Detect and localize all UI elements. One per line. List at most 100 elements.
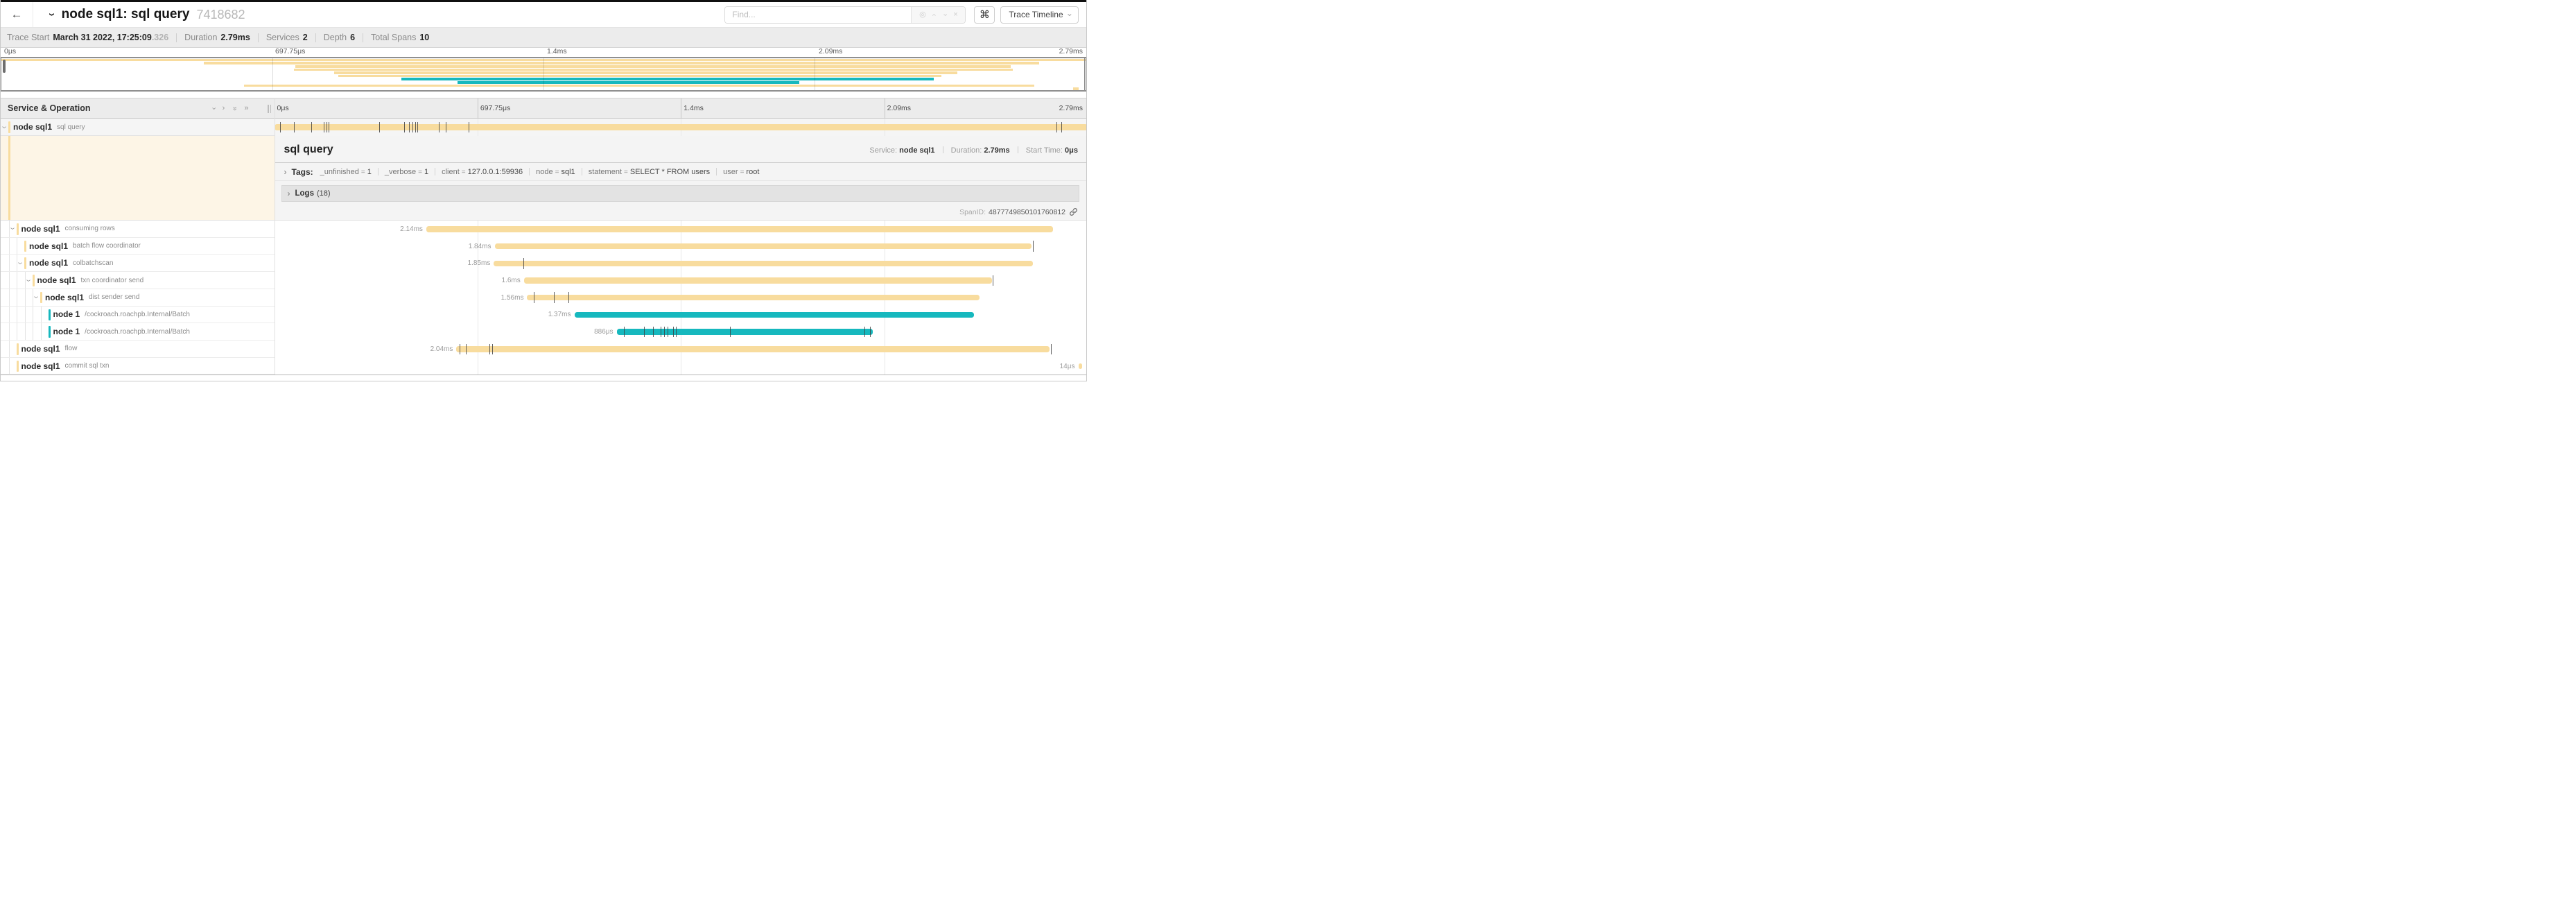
span-collapse-icon[interactable]: ›: [31, 296, 42, 299]
expand-one-icon[interactable]: ›: [222, 104, 225, 112]
trace-id: 7418682: [196, 7, 245, 22]
log-marker: [554, 292, 555, 303]
span-tree-row[interactable]: node sql1 batch flow coordinator: [1, 237, 275, 255]
collapse-one-icon[interactable]: ›: [209, 107, 218, 110]
trace-minimap[interactable]: [1, 57, 1086, 92]
find-input[interactable]: [725, 6, 912, 23]
span-tree-row[interactable]: › node sql1 colbatchscan: [1, 255, 275, 273]
log-marker: [676, 326, 677, 338]
prev-result-icon[interactable]: ›: [930, 13, 939, 16]
axis-tick-label: 2.09ms: [819, 47, 843, 55]
viewport-scrubber-right[interactable]: [1084, 58, 1085, 90]
span-bar[interactable]: [616, 329, 873, 335]
tag-key: client: [442, 167, 460, 176]
find-controls: ◎ › › ×: [911, 6, 966, 23]
trace-collapse-icon[interactable]: ›: [46, 12, 60, 17]
span-bar[interactable]: [274, 124, 1086, 130]
tree-controls: › › » »: [209, 98, 249, 119]
start-time-value: 0μs: [1065, 146, 1078, 155]
timeline-ruler: 0μs 697.75μs 1.4ms 2.09ms 2.79ms: [275, 98, 1087, 119]
span-service-name: node sql1: [21, 223, 60, 234]
span-collapse-icon[interactable]: ›: [7, 227, 17, 230]
tag-key: statement: [588, 167, 622, 176]
span-duration-label: 14μs: [1059, 362, 1075, 370]
indent-guide: [8, 255, 10, 272]
viewport-scrubber-left[interactable]: [3, 60, 6, 73]
next-result-icon[interactable]: ›: [941, 13, 950, 16]
span-operation-name: /cockroach.roachpb.Internal/Batch: [85, 310, 190, 318]
span-id-row: SpanID: 4877749850101760812: [275, 207, 1087, 216]
start-time-label: Start Time:: [1025, 146, 1063, 155]
span-color-bar: [16, 360, 19, 372]
stat-value: 6: [350, 33, 356, 42]
span-tree-row[interactable]: › node sql1 consuming rows: [1, 221, 275, 238]
tag-divider: [716, 168, 717, 175]
span-tree-row[interactable]: node 1/cockroach.roachpb.Internal/Batch: [1, 323, 275, 341]
span-bar[interactable]: [426, 226, 1053, 232]
span-duration-label: 2.04ms: [430, 345, 453, 353]
duration-label: Duration:: [950, 146, 982, 155]
indent-guide: [24, 323, 26, 341]
span-bar[interactable]: [494, 243, 1032, 250]
span-duration-label: 1.37ms: [548, 311, 571, 319]
span-bar[interactable]: [527, 294, 980, 301]
axis-tick-label: 1.4ms: [547, 47, 567, 55]
log-marker: [653, 326, 654, 338]
span-bar[interactable]: [574, 311, 974, 318]
trace-timeline-dropdown[interactable]: Trace Timeline ›: [1000, 6, 1079, 24]
indent-guide: [8, 237, 10, 255]
expand-all-icon[interactable]: »: [244, 104, 249, 112]
minimap-span-bar: [458, 81, 800, 84]
axis-tick-label: 697.75μs: [275, 47, 306, 55]
keyboard-shortcuts-button[interactable]: ⌘: [974, 6, 995, 24]
span-tree-row[interactable]: › node sql1 sql query: [1, 119, 275, 136]
tag-equals: =: [461, 168, 466, 176]
chevron-down-icon: ›: [1064, 13, 1074, 16]
stat-value-suffix: .326: [151, 33, 169, 42]
tag-value: 1: [367, 167, 372, 176]
span-collapse-icon[interactable]: ›: [15, 261, 26, 264]
span-detail-meta: Service: node sql1 Duration: 2.79ms Star…: [869, 146, 1078, 155]
span-bar[interactable]: [523, 277, 992, 284]
tags-expander[interactable]: › Tags: _unfinished = 1 _verbose = 1 client = 12…: [274, 163, 1086, 181]
back-button[interactable]: ←: [1, 2, 33, 27]
span-bar[interactable]: [494, 260, 1034, 267]
log-marker: [672, 326, 674, 338]
collapse-all-icon[interactable]: »: [230, 106, 239, 111]
stat-value: 2.79ms: [220, 33, 250, 42]
stats-divider: [176, 33, 177, 42]
logs-expander[interactable]: › Logs (18): [281, 185, 1079, 202]
span-tree-row[interactable]: node sql1 flow: [1, 341, 275, 358]
chevron-right-icon: ›: [284, 166, 287, 177]
span-service-name: node sql1: [29, 258, 69, 268]
indent-guide: [8, 323, 10, 341]
stat-label: Duration: [184, 33, 218, 42]
span-tree-row[interactable]: node sql1 commit sql txn: [1, 357, 275, 375]
minimap-span-bar: [244, 84, 1035, 87]
tag-equals: =: [555, 168, 559, 176]
indent-guide: [24, 306, 26, 323]
tags-list: _unfinished = 1 _verbose = 1 client = 127.0.0.1:…: [320, 168, 760, 176]
copy-link-icon[interactable]: [1069, 207, 1078, 216]
span-detail-panel: sql query Service: node sql1 Duration: 2…: [274, 136, 1087, 221]
tag-item: node = sql1: [536, 168, 575, 176]
span-collapse-icon[interactable]: ›: [0, 126, 10, 128]
indent-guide: [8, 306, 10, 323]
span-duration-label: 1.6ms: [501, 277, 521, 285]
span-duration-label: 1.56ms: [501, 293, 524, 302]
span-id-label: SpanID:: [959, 207, 986, 216]
log-marker: [409, 121, 410, 133]
span-service-name: node sql1: [21, 361, 60, 371]
span-tree-row[interactable]: node 1/cockroach.roachpb.Internal/Batch: [1, 306, 275, 324]
log-marker: [864, 326, 866, 338]
selected-span-left-fill: [1, 136, 275, 221]
minimap-span-row: [1, 68, 1086, 71]
span-tree-row[interactable]: › node sql1 txn coordinator send: [1, 272, 275, 289]
span-bar[interactable]: [456, 346, 1050, 352]
clear-search-icon[interactable]: ×: [953, 10, 958, 19]
axis-tick-label: 0μs: [277, 104, 289, 112]
span-tree-row[interactable]: › node sql1 dist sender send: [1, 289, 275, 307]
span-collapse-icon[interactable]: ›: [23, 279, 33, 282]
column-resize-handle[interactable]: [268, 105, 272, 113]
span-bar[interactable]: [1078, 363, 1083, 370]
